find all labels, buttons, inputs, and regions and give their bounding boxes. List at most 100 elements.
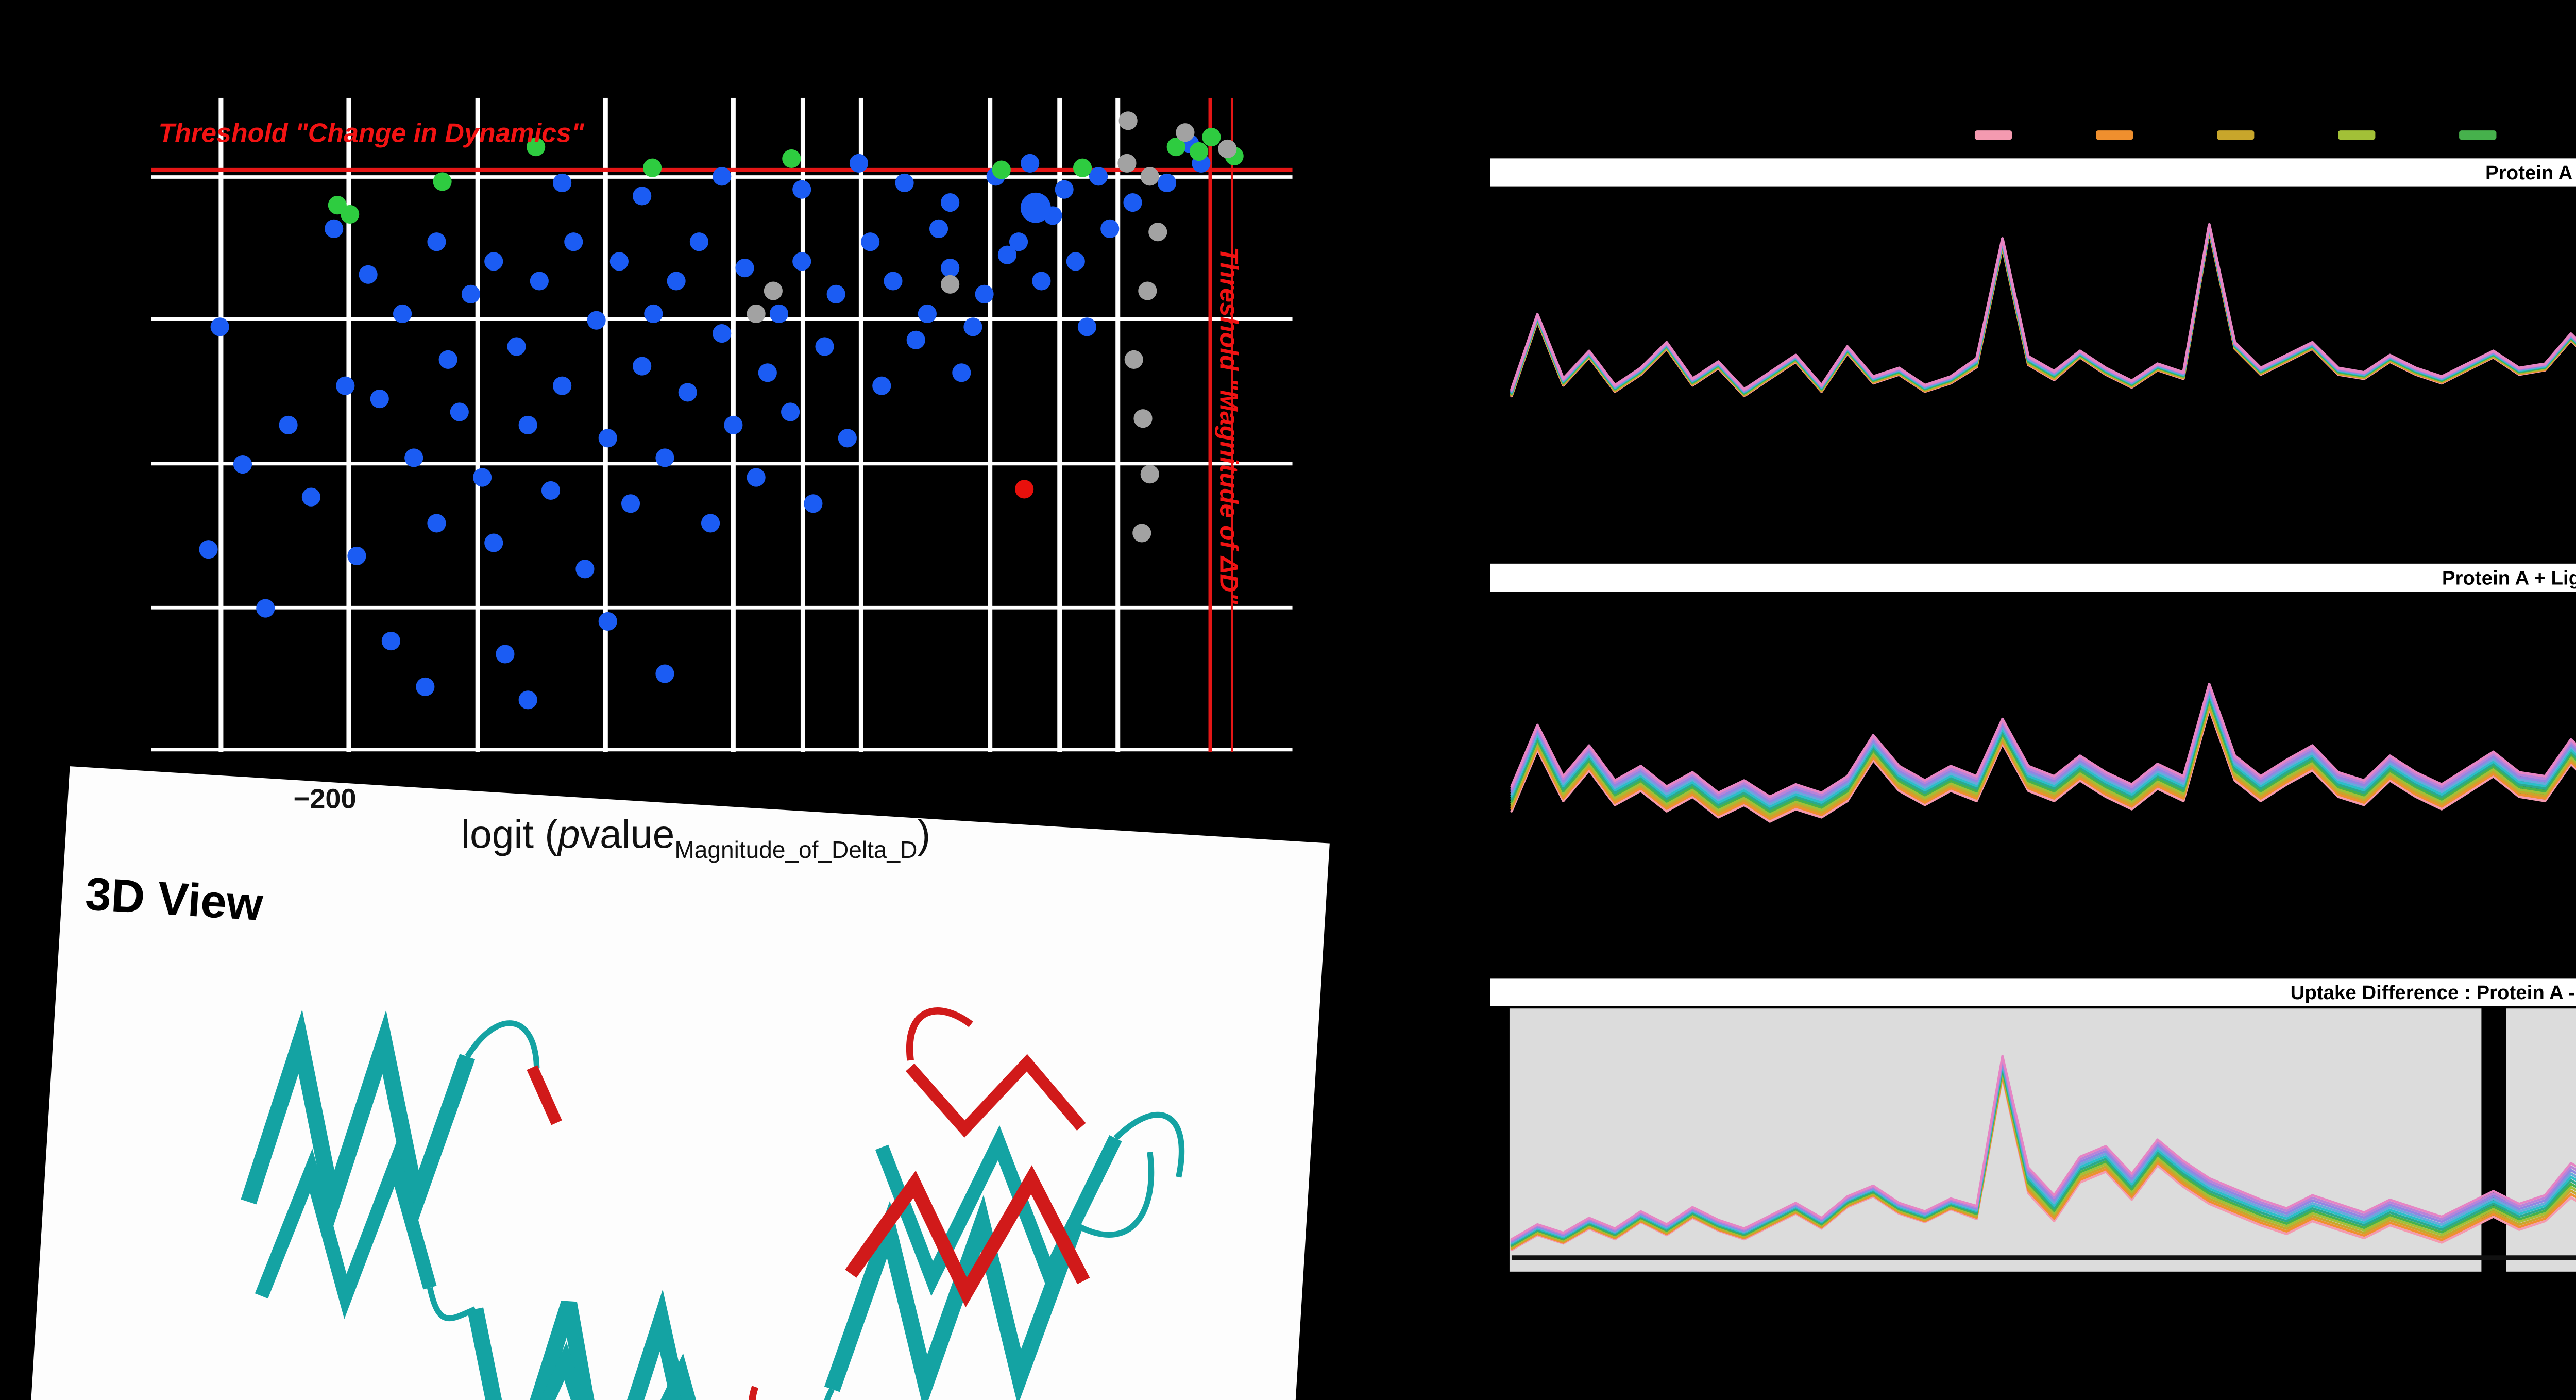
scatter-point-non-significant[interactable]	[404, 448, 423, 467]
scatter-point-non-significant[interactable]	[473, 468, 492, 487]
scatter-point-magnitude-only[interactable]	[764, 281, 783, 300]
scatter-point-non-significant[interactable]	[918, 304, 937, 324]
scatter-point-non-significant[interactable]	[279, 415, 298, 434]
scatter-point-non-significant[interactable]	[553, 173, 572, 193]
scatter-point-non-significant[interactable]	[210, 317, 229, 336]
scatter-point-non-significant[interactable]	[895, 173, 914, 193]
scatter-point-significant-change-in-dynamics[interactable]	[1202, 127, 1221, 147]
scatter-point-non-significant[interactable]	[838, 429, 857, 448]
scatter-point-non-significant[interactable]	[781, 402, 800, 421]
scatter-point-magnitude-only[interactable]	[1148, 223, 1167, 242]
scatter-point-non-significant[interactable]	[1009, 232, 1028, 251]
scatter-point-non-significant[interactable]	[199, 540, 218, 559]
scatter-point-non-significant[interactable]	[975, 284, 994, 303]
scatter-point-non-significant[interactable]	[359, 265, 378, 284]
scatter-point-non-significant[interactable]	[667, 272, 686, 291]
scatter-point-non-significant[interactable]	[735, 258, 754, 278]
scatter-point-non-significant[interactable]	[713, 324, 732, 343]
scatter-point-non-significant[interactable]	[769, 304, 789, 324]
legend-swatch-2[interactable]	[2096, 130, 2133, 140]
scatter-point-non-significant[interactable]	[1066, 252, 1085, 271]
uptake-difference-plot[interactable]	[1495, 1008, 2576, 1272]
scatter-point-non-significant[interactable]	[564, 232, 583, 251]
scatter-point-non-significant[interactable]	[701, 514, 720, 533]
scatter-point-non-significant[interactable]	[393, 304, 412, 324]
scatter-point-non-significant[interactable]	[678, 383, 697, 402]
volcano-scatter-plot[interactable]	[151, 97, 1293, 752]
scatter-point-non-significant[interactable]	[1123, 193, 1142, 212]
scatter-point-non-significant[interactable]	[461, 284, 481, 303]
scatter-point-non-significant[interactable]	[713, 167, 732, 186]
scatter-point-magnitude-only[interactable]	[1140, 465, 1159, 484]
scatter-point-magnitude-only[interactable]	[1218, 139, 1237, 158]
scatter-point-non-significant[interactable]	[952, 363, 971, 382]
scatter-point-non-significant[interactable]	[1100, 219, 1120, 238]
uptake-plot-protein-a-ligand[interactable]	[1495, 594, 2576, 957]
scatter-point-non-significant[interactable]	[438, 350, 457, 369]
scatter-point-significant-change-in-dynamics[interactable]	[1166, 138, 1185, 157]
scatter-point-non-significant[interactable]	[496, 645, 515, 664]
scatter-point-non-significant[interactable]	[553, 376, 572, 395]
scatter-point-significant-change-in-dynamics[interactable]	[527, 138, 546, 157]
scatter-point-non-significant[interactable]	[941, 258, 960, 278]
scatter-point-magnitude-only[interactable]	[941, 275, 960, 294]
scatter-point-magnitude-only[interactable]	[1124, 350, 1143, 369]
scatter-point-magnitude-only[interactable]	[1117, 154, 1137, 173]
scatter-point-non-significant[interactable]	[804, 494, 823, 513]
scatter-point-non-significant[interactable]	[792, 180, 811, 199]
scatter-point-non-significant[interactable]	[872, 376, 891, 395]
scatter-point-significant-red[interactable]	[1015, 480, 1034, 499]
scatter-point-non-significant[interactable]	[655, 664, 674, 683]
scatter-point-non-significant[interactable]	[941, 193, 960, 212]
scatter-point-significant-change-in-dynamics[interactable]	[1073, 158, 1092, 177]
scatter-point-magnitude-only[interactable]	[1118, 111, 1138, 130]
scatter-point-non-significant[interactable]	[1055, 180, 1074, 199]
scatter-point-non-significant[interactable]	[598, 612, 617, 631]
scatter-point-non-significant[interactable]	[256, 599, 275, 618]
uptake-plot-protein-a[interactable]	[1495, 189, 2576, 538]
3d-view-window[interactable]: 3D View	[23, 766, 1330, 1400]
scatter-point-magnitude-only[interactable]	[1132, 524, 1151, 543]
scatter-point-non-significant[interactable]	[575, 560, 595, 579]
scatter-point-non-significant[interactable]	[347, 546, 366, 566]
scatter-point-non-significant[interactable]	[587, 311, 606, 330]
scatter-point-magnitude-only[interactable]	[1176, 123, 1195, 142]
scatter-point-magnitude-only[interactable]	[1138, 281, 1157, 300]
scatter-point-non-significant[interactable]	[929, 219, 948, 238]
scatter-point-non-significant[interactable]	[724, 415, 743, 434]
scatter-point-non-significant[interactable]	[963, 317, 982, 336]
scatter-point-non-significant[interactable]	[621, 494, 640, 513]
scatter-point-non-significant[interactable]	[997, 245, 1016, 264]
scatter-point-significant-change-in-dynamics[interactable]	[782, 149, 801, 168]
scatter-point-non-significant[interactable]	[530, 272, 549, 291]
scatter-point-non-significant[interactable]	[484, 252, 503, 271]
scatter-point-non-significant[interactable]	[416, 677, 435, 697]
scatter-point-magnitude-only[interactable]	[1140, 167, 1159, 186]
scatter-point-non-significant[interactable]	[336, 376, 355, 395]
scatter-point-large-blue[interactable]	[1020, 192, 1051, 223]
scatter-point-non-significant[interactable]	[609, 252, 629, 271]
scatter-point-non-significant[interactable]	[518, 415, 537, 434]
scatter-point-non-significant[interactable]	[815, 337, 834, 356]
scatter-point-non-significant[interactable]	[826, 284, 845, 303]
scatter-point-non-significant[interactable]	[507, 337, 526, 356]
scatter-point-non-significant[interactable]	[689, 232, 708, 251]
scatter-point-non-significant[interactable]	[1089, 167, 1108, 186]
scatter-point-non-significant[interactable]	[633, 357, 652, 376]
scatter-point-non-significant[interactable]	[655, 448, 674, 467]
scatter-point-non-significant[interactable]	[849, 154, 869, 173]
scatter-point-non-significant[interactable]	[1021, 154, 1040, 173]
scatter-point-significant-change-in-dynamics[interactable]	[341, 205, 360, 224]
scatter-point-non-significant[interactable]	[598, 429, 617, 448]
scatter-point-non-significant[interactable]	[792, 252, 811, 271]
scatter-point-non-significant[interactable]	[233, 455, 252, 474]
scatter-point-magnitude-only[interactable]	[1133, 409, 1153, 428]
scatter-point-significant-change-in-dynamics[interactable]	[1189, 142, 1209, 161]
legend-swatch-4[interactable]	[2338, 130, 2376, 140]
scatter-point-non-significant[interactable]	[518, 690, 537, 710]
scatter-point-non-significant[interactable]	[541, 481, 561, 500]
legend-swatch-3[interactable]	[2217, 130, 2255, 140]
legend-swatch-5[interactable]	[2459, 130, 2497, 140]
scatter-point-non-significant[interactable]	[370, 390, 389, 409]
scatter-point-non-significant[interactable]	[427, 232, 446, 251]
